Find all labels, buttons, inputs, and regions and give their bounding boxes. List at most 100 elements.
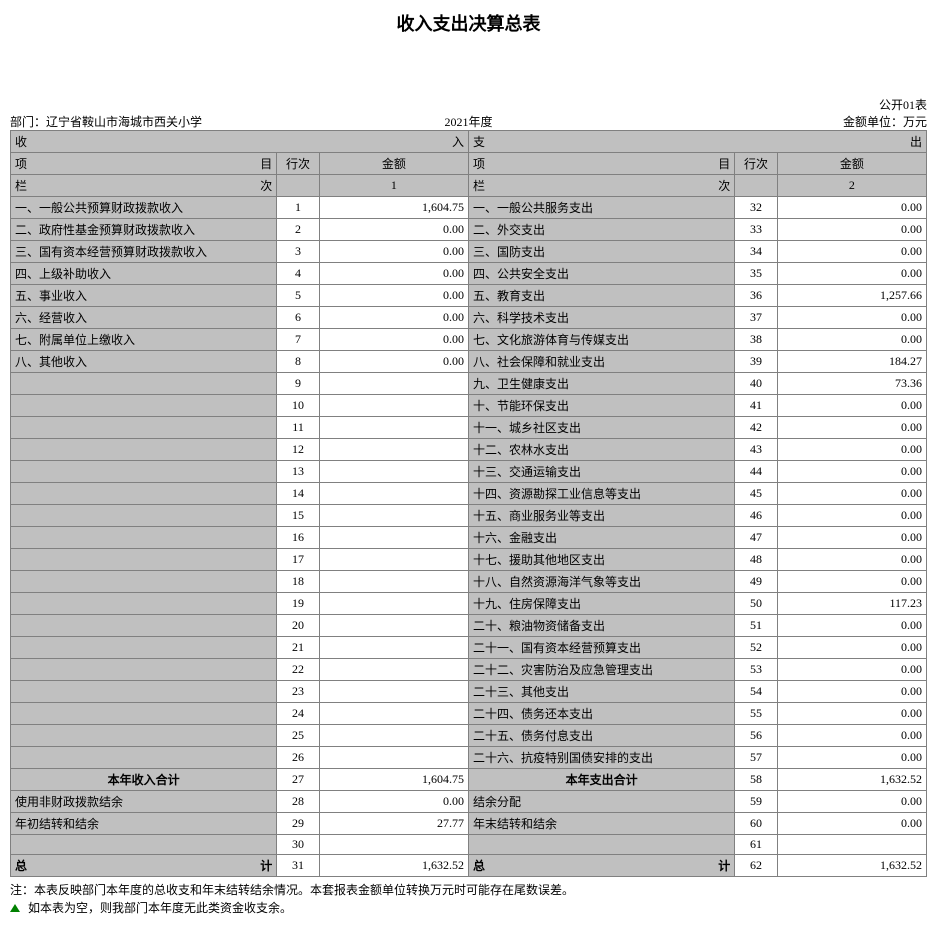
table-row: 18十八、自然资源海洋气象等支出490.00	[11, 571, 927, 593]
income-rownum: 19	[277, 593, 320, 615]
expense-amount: 0.00	[777, 725, 926, 747]
table-row: 七、附属单位上缴收入70.00七、文化旅游体育与传媒支出380.00	[11, 329, 927, 351]
expense-amount: 73.36	[777, 373, 926, 395]
expense-amount: 0.00	[777, 197, 926, 219]
income-item	[11, 483, 277, 505]
income-rownum: 24	[277, 703, 320, 725]
income-rownum: 17	[277, 549, 320, 571]
expense-amount: 1,257.66	[777, 285, 926, 307]
table-row: 20二十、粮油物资储备支出510.00	[11, 615, 927, 637]
table-row: 10十、节能环保支出410.00	[11, 395, 927, 417]
col-num-1: 1	[319, 175, 468, 197]
income-rownum: 6	[277, 307, 320, 329]
dept-label: 部门：	[10, 115, 46, 129]
expense-item: 二、外交支出	[468, 219, 734, 241]
income-item: 一、一般公共预算财政拨款收入	[11, 197, 277, 219]
expense-rownum: 57	[735, 747, 778, 769]
expense-amount: 0.00	[777, 681, 926, 703]
table-row: 二、政府性基金预算财政拨款收入20.00二、外交支出330.00	[11, 219, 927, 241]
expense-item: 年末结转和结余	[468, 813, 734, 835]
expense-item: 九、卫生健康支出	[468, 373, 734, 395]
grand-total-row: 总计 31 1,632.52 总计 62 1,632.52	[11, 855, 927, 877]
col-header-row: 项目 行次 金额 项目 行次 金额	[11, 153, 927, 175]
table-row: 23二十三、其他支出540.00	[11, 681, 927, 703]
income-amount: 0.00	[319, 285, 468, 307]
income-item: 八、其他收入	[11, 351, 277, 373]
expense-amount: 0.00	[777, 549, 926, 571]
col-lan-2: 栏次	[468, 175, 734, 197]
income-amount: 0.00	[319, 351, 468, 373]
income-amount: 0.00	[319, 307, 468, 329]
income-item	[11, 461, 277, 483]
table-row: 一、一般公共预算财政拨款收入11,604.75一、一般公共服务支出320.00	[11, 197, 927, 219]
income-rownum: 14	[277, 483, 320, 505]
income-rownum: 2	[277, 219, 320, 241]
income-rownum: 10	[277, 395, 320, 417]
income-rownum: 15	[277, 505, 320, 527]
expense-amount: 0.00	[777, 483, 926, 505]
table-row: 21二十一、国有资本经营预算支出520.00	[11, 637, 927, 659]
expense-rownum: 50	[735, 593, 778, 615]
table-row: 使用非财政拨款结余280.00结余分配590.00	[11, 791, 927, 813]
income-amount	[319, 703, 468, 725]
income-rownum: 8	[277, 351, 320, 373]
table-row: 11十一、城乡社区支出420.00	[11, 417, 927, 439]
year: 2021年度	[316, 113, 622, 130]
income-amount	[319, 593, 468, 615]
income-amount	[319, 505, 468, 527]
income-rownum: 4	[277, 263, 320, 285]
expense-item: 四、公共安全支出	[468, 263, 734, 285]
income-item: 七、附属单位上缴收入	[11, 329, 277, 351]
income-amount	[319, 725, 468, 747]
income-item	[11, 571, 277, 593]
section-header-row: 收入 支出	[11, 131, 927, 153]
expense-amount: 0.00	[777, 329, 926, 351]
expense-amount: 0.00	[777, 615, 926, 637]
table-row: 六、经营收入60.00六、科学技术支出370.00	[11, 307, 927, 329]
income-amount	[319, 835, 468, 855]
col-lan-1: 栏次	[11, 175, 277, 197]
income-amount	[319, 483, 468, 505]
income-item	[11, 637, 277, 659]
expense-rownum: 54	[735, 681, 778, 703]
table-row: 16十六、金融支出470.00	[11, 527, 927, 549]
income-amount	[319, 549, 468, 571]
expense-amount: 0.00	[777, 571, 926, 593]
expense-rownum: 61	[735, 835, 778, 855]
col-row-1: 行次	[277, 153, 320, 175]
expense-item: 二十一、国有资本经营预算支出	[468, 637, 734, 659]
income-rownum: 23	[277, 681, 320, 703]
expense-rownum: 52	[735, 637, 778, 659]
expense-amount: 0.00	[777, 747, 926, 769]
expense-amount: 0.00	[777, 505, 926, 527]
income-rownum: 26	[277, 747, 320, 769]
col-item-2: 项目	[468, 153, 734, 175]
expense-item: 二十、粮油物资储备支出	[468, 615, 734, 637]
expense-rownum: 51	[735, 615, 778, 637]
income-item	[11, 395, 277, 417]
table-row: 9九、卫生健康支出4073.36	[11, 373, 927, 395]
expense-item	[468, 835, 734, 855]
income-amount: 0.00	[319, 219, 468, 241]
expense-item: 十六、金融支出	[468, 527, 734, 549]
expense-amount: 0.00	[777, 307, 926, 329]
expense-item: 十五、商业服务业等支出	[468, 505, 734, 527]
form-number: 公开01表	[621, 96, 927, 113]
income-item	[11, 593, 277, 615]
expense-amount: 0.00	[777, 703, 926, 725]
income-rownum: 7	[277, 329, 320, 351]
expense-rownum: 59	[735, 791, 778, 813]
table-row: 八、其他收入80.00八、社会保障和就业支出39184.27	[11, 351, 927, 373]
income-rownum: 22	[277, 659, 320, 681]
expense-item: 三、国防支出	[468, 241, 734, 263]
expense-amount: 0.00	[777, 439, 926, 461]
col-lan-blank-2	[735, 175, 778, 197]
income-item	[11, 373, 277, 395]
expense-rownum: 32	[735, 197, 778, 219]
income-item	[11, 725, 277, 747]
expense-item: 六、科学技术支出	[468, 307, 734, 329]
expense-item: 八、社会保障和就业支出	[468, 351, 734, 373]
income-section: 收入	[11, 131, 469, 153]
income-rownum: 28	[277, 791, 320, 813]
expense-rownum: 40	[735, 373, 778, 395]
